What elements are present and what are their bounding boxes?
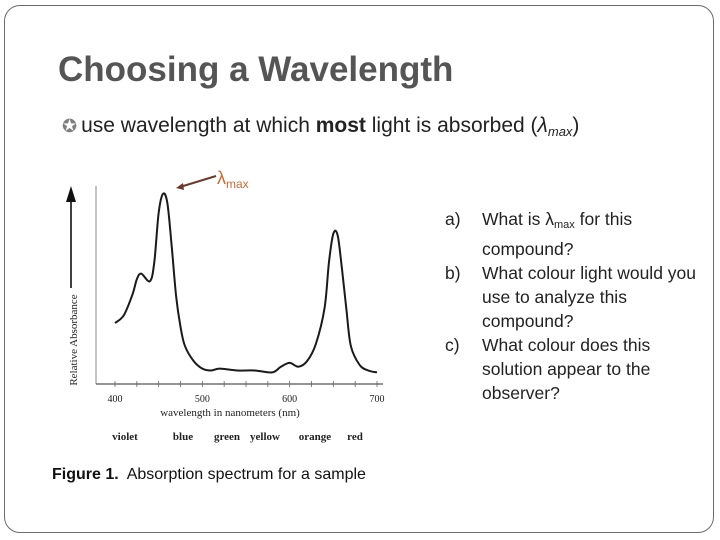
colour-label-red: red	[347, 431, 363, 443]
question-c-letter: c)	[445, 335, 460, 355]
bullet-lambda-sub: max	[547, 124, 573, 139]
figure-caption: Figure 1. Absorption spectrum for a samp…	[52, 466, 366, 484]
question-b-letter: b)	[445, 263, 461, 283]
slide-frame	[4, 5, 714, 533]
x-tick-label-700: 700	[370, 394, 385, 405]
question-b: b) What colour light would you use to an…	[445, 261, 715, 333]
bullet-lambda: λ	[537, 114, 548, 137]
callout-sub: max	[226, 177, 249, 191]
slide-title: Choosing a Wavelength	[58, 50, 454, 89]
question-a-letter: a)	[445, 209, 461, 229]
colour-label-yellow: yellow	[250, 431, 280, 443]
lambda-max-callout: λmax	[217, 168, 249, 191]
absorption-spectrum-chart: Relative Absorbance 400 500 600 700 wavelengt…	[66, 186, 385, 443]
question-a-text-before: What is λ	[482, 209, 554, 229]
y-axis-arrow-head	[66, 186, 76, 202]
caption-text: Absorption spectrum for a sample	[126, 466, 366, 483]
questions-list: a) What is λmax for this compound? b) Wh…	[445, 207, 715, 405]
question-a-text: What is λmax for this compound?	[482, 207, 715, 261]
question-a-text-after: for this compound?	[482, 209, 633, 259]
colour-label-violet: violet	[112, 431, 138, 443]
bullet-icon: ✪	[62, 116, 78, 136]
caption-label: Figure 1.	[52, 466, 119, 483]
x-tick-label-500: 500	[195, 394, 210, 405]
bullet-point: ✪ use wavelength at which most light is a…	[62, 114, 579, 139]
x-axis-label: wavelength in nanometers (nm)	[160, 407, 300, 419]
x-tick-label-600: 600	[282, 394, 297, 405]
question-a: a) What is λmax for this compound?	[445, 207, 715, 261]
question-a-sub: max	[553, 219, 575, 231]
colour-label-green: green	[214, 431, 240, 443]
bullet-text-before: use wavelength at which	[81, 114, 316, 137]
bullet-bold-word: most	[315, 114, 366, 137]
bullet-close-paren: )	[572, 114, 580, 137]
question-c: c) What colour does this solution appear…	[445, 333, 715, 405]
callout-lambda: λ	[217, 168, 226, 188]
x-tick-label-400: 400	[108, 394, 123, 405]
question-b-text: What colour light would you use to analy…	[482, 263, 696, 331]
bullet-text-after: light is absorbed (	[365, 114, 538, 137]
y-axis-label: Relative Absorbance	[68, 294, 80, 385]
absorbance-curve	[114, 192, 378, 374]
colour-label-blue: blue	[173, 431, 193, 443]
colour-label-orange: orange	[299, 431, 332, 443]
callout-arrow	[176, 175, 217, 190]
question-c-text: What colour does this solution appear to…	[482, 335, 651, 403]
